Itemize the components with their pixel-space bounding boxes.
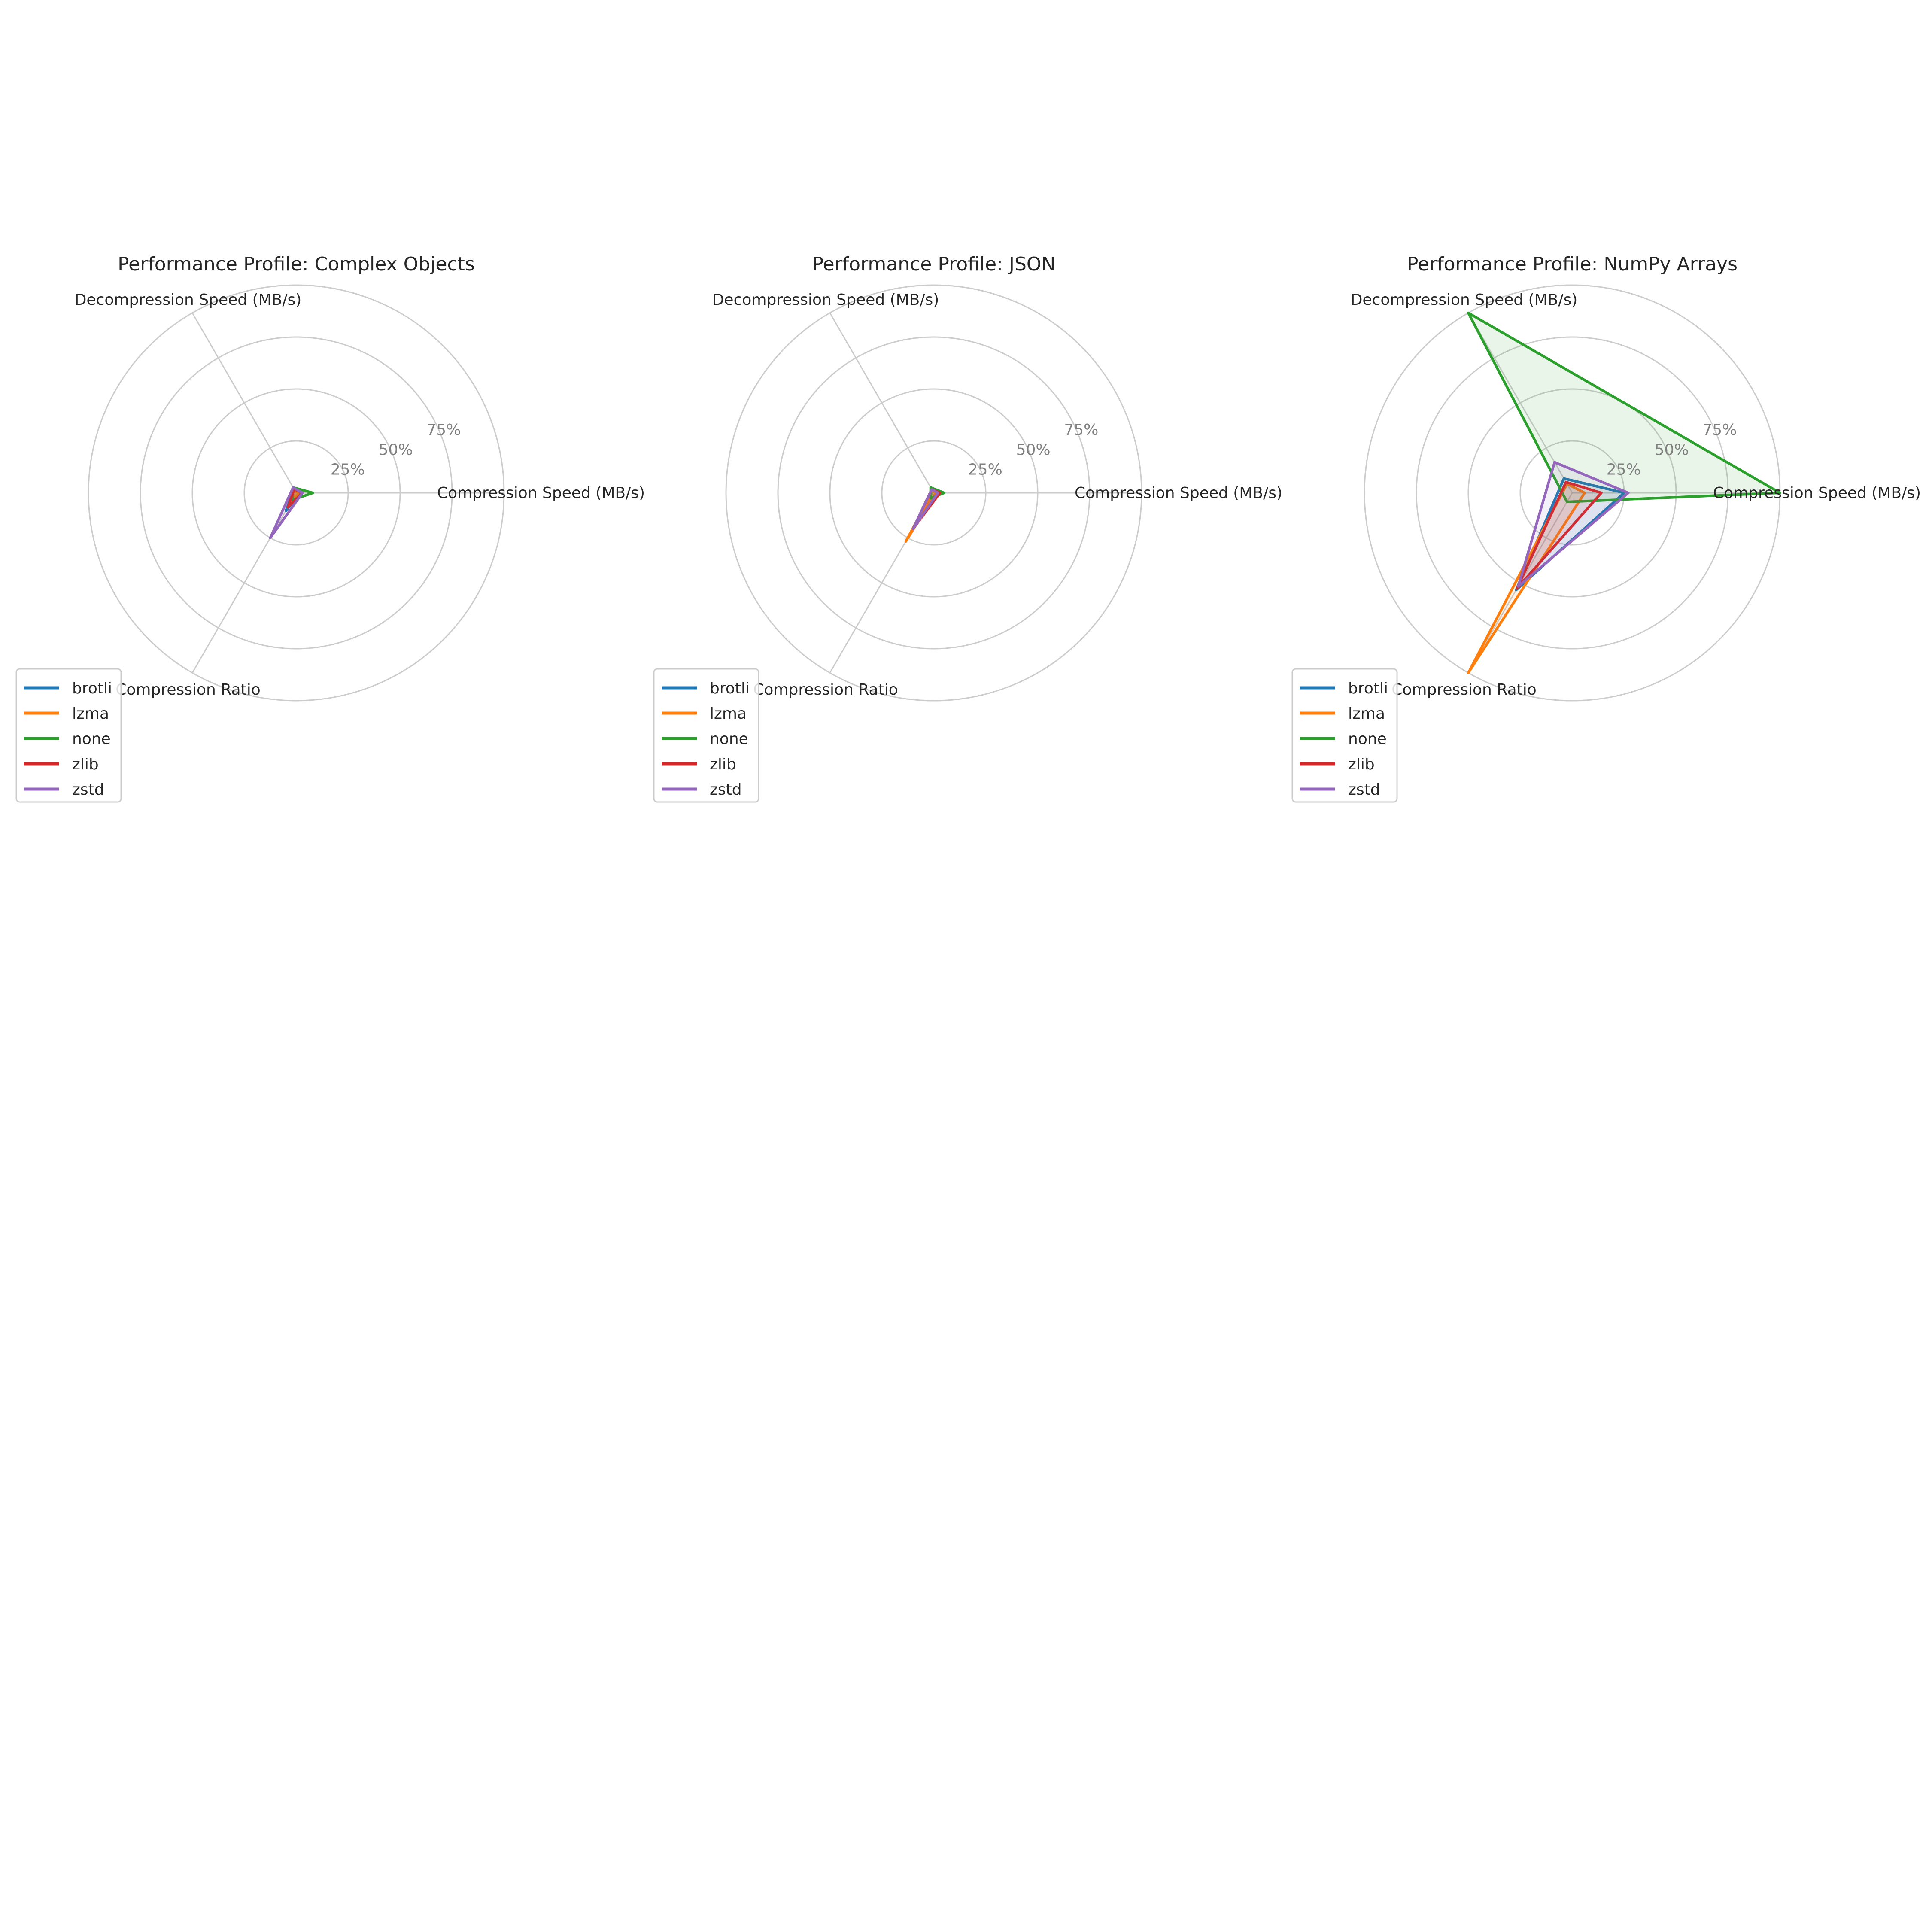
spoke-3 [191, 492, 297, 673]
r-tick-label: 50% [1655, 441, 1689, 459]
radar-chart-3: Performance Profile: NumPy Arrays 25% 50% 7… [1291, 253, 1921, 803]
legend-frame [1291, 668, 1398, 803]
legend-label-none: none [72, 730, 111, 748]
legend: brotli lzma none zlib zstd [15, 668, 122, 803]
r-tick-label: 75% [1702, 421, 1737, 439]
legend-label-zstd: zstd [1348, 781, 1380, 799]
axis-label: Compression Speed (MB/s) [1075, 484, 1282, 502]
legend-label-none: none [1348, 730, 1387, 748]
axis-label: Compression Ratio [115, 681, 260, 699]
chart-title: Performance Profile: JSON [812, 253, 1056, 275]
axis-label: Compression Ratio [753, 681, 898, 699]
r-tick-label: 50% [379, 441, 413, 459]
r-tick-label: 50% [1016, 441, 1051, 459]
legend-label-lzma: lzma [1348, 705, 1385, 723]
chart-title: Performance Profile: Complex Objects [118, 253, 475, 275]
series-none [1467, 311, 1781, 503]
axis-label: Decompression Speed (MB/s) [712, 291, 939, 309]
axis-label: Decompression Speed (MB/s) [1351, 291, 1578, 309]
legend-label-brotli: brotli [1348, 680, 1388, 697]
radar-chart-1: Performance Profile: Complex Objects 25% 5… [15, 253, 645, 803]
r-tick-label: 25% [1607, 461, 1641, 479]
chart-title: Performance Profile: NumPy Arrays [1407, 253, 1738, 275]
polar-grid [88, 284, 505, 702]
legend: brotli lzma none zlib zstd [653, 668, 759, 803]
legend-label-zlib: zlib [710, 756, 736, 773]
axis-label: Compression Speed (MB/s) [1713, 484, 1921, 502]
legend-label-zstd: zstd [710, 781, 742, 799]
legend-label-lzma: lzma [72, 705, 109, 723]
spoke-2 [191, 313, 297, 493]
legend-label-brotli: brotli [72, 680, 112, 697]
polar-grid [725, 284, 1142, 702]
series-zlib [1516, 480, 1603, 590]
r-tick-label: 25% [968, 461, 1002, 479]
axis-label: Decompression Speed (MB/s) [75, 291, 302, 309]
legend-label-lzma: lzma [710, 705, 747, 723]
radar-chart-2: Performance Profile: JSON 25% 50% 75% Compre… [653, 253, 1282, 803]
legend-label-brotli: brotli [710, 680, 750, 697]
legend-label-zlib: zlib [1348, 756, 1375, 773]
legend-frame [15, 668, 122, 803]
r-tick-label: 75% [426, 421, 461, 439]
series-zstd [269, 486, 304, 539]
legend-label-none: none [710, 730, 748, 748]
spoke-2 [829, 313, 935, 493]
legend-label-zlib: zlib [72, 756, 99, 773]
legend: brotli lzma none zlib zstd [1291, 668, 1398, 803]
axis-label: Compression Ratio [1391, 681, 1536, 699]
r-tick-label: 25% [331, 461, 365, 479]
axis-label: Compression Speed (MB/s) [437, 484, 645, 502]
series-zstd [1517, 461, 1630, 588]
legend-label-zstd: zstd [72, 781, 104, 799]
r-tick-label: 75% [1064, 421, 1098, 439]
series-zstd [911, 488, 939, 530]
legend-frame [653, 668, 759, 803]
